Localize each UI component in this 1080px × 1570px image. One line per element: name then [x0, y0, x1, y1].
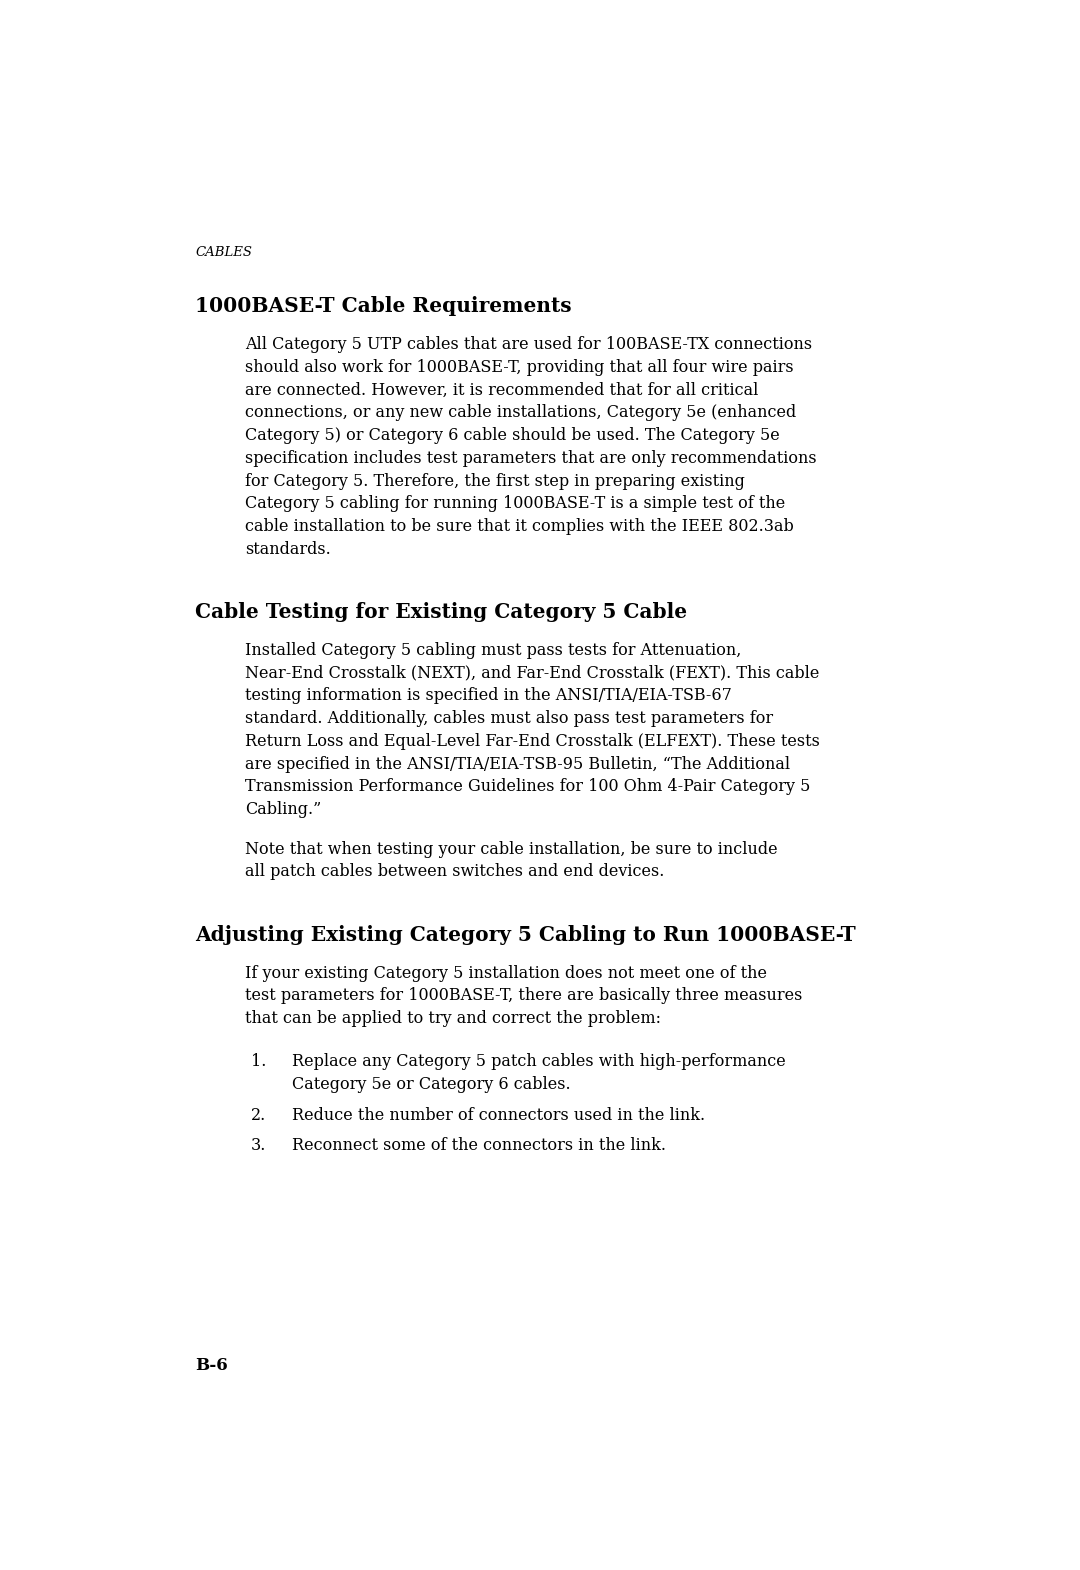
Text: If your existing Category 5 installation does not meet one of the: If your existing Category 5 installation… [245, 964, 767, 981]
Text: B-6: B-6 [195, 1356, 228, 1374]
Text: 1000BASE-T Cable Requirements: 1000BASE-T Cable Requirements [195, 297, 572, 316]
Text: Installed Category 5 cabling must pass tests for Attenuation,: Installed Category 5 cabling must pass t… [245, 642, 742, 659]
Text: standard. Additionally, cables must also pass test parameters for: standard. Additionally, cables must also… [245, 710, 773, 727]
Text: Cable Testing for Existing Category 5 Cable: Cable Testing for Existing Category 5 Ca… [195, 601, 688, 622]
Text: Reconnect some of the connectors in the link.: Reconnect some of the connectors in the … [292, 1137, 665, 1154]
Text: Category 5e or Category 6 cables.: Category 5e or Category 6 cables. [292, 1075, 570, 1093]
Text: Transmission Performance Guidelines for 100 Ohm 4-Pair Category 5: Transmission Performance Guidelines for … [245, 779, 810, 796]
Text: testing information is specified in the ANSI/TIA/EIA-TSB-67: testing information is specified in the … [245, 688, 732, 705]
Text: are specified in the ANSI/TIA/EIA-TSB-95 Bulletin, “The Additional: are specified in the ANSI/TIA/EIA-TSB-95… [245, 755, 791, 772]
Text: should also work for 1000BASE-T, providing that all four wire pairs: should also work for 1000BASE-T, providi… [245, 360, 794, 375]
Text: Replace any Category 5 patch cables with high-performance: Replace any Category 5 patch cables with… [292, 1053, 785, 1071]
Text: for Category 5. Therefore, the first step in preparing existing: for Category 5. Therefore, the first ste… [245, 473, 745, 490]
Text: standards.: standards. [245, 540, 330, 557]
Text: Return Loss and Equal-Level Far-End Crosstalk (ELFEXT). These tests: Return Loss and Equal-Level Far-End Cros… [245, 733, 820, 750]
Text: Note that when testing your cable installation, be sure to include: Note that when testing your cable instal… [245, 840, 778, 857]
Text: 3.: 3. [252, 1137, 267, 1154]
Text: specification includes test parameters that are only recommendations: specification includes test parameters t… [245, 451, 816, 466]
Text: test parameters for 1000BASE-T, there are basically three measures: test parameters for 1000BASE-T, there ar… [245, 988, 802, 1005]
Text: that can be applied to try and correct the problem:: that can be applied to try and correct t… [245, 1010, 661, 1027]
Text: cable installation to be sure that it complies with the IEEE 802.3ab: cable installation to be sure that it co… [245, 518, 794, 535]
Text: CABLES: CABLES [195, 246, 253, 259]
Text: Near-End Crosstalk (NEXT), and Far-End Crosstalk (FEXT). This cable: Near-End Crosstalk (NEXT), and Far-End C… [245, 664, 820, 681]
Text: connections, or any new cable installations, Category 5e (enhanced: connections, or any new cable installati… [245, 405, 796, 421]
Text: Reduce the number of connectors used in the link.: Reduce the number of connectors used in … [292, 1107, 704, 1124]
Text: 2.: 2. [252, 1107, 267, 1124]
Text: Category 5) or Category 6 cable should be used. The Category 5e: Category 5) or Category 6 cable should b… [245, 427, 780, 444]
Text: are connected. However, it is recommended that for all critical: are connected. However, it is recommende… [245, 382, 758, 399]
Text: All Category 5 UTP cables that are used for 100BASE-TX connections: All Category 5 UTP cables that are used … [245, 336, 812, 353]
Text: Adjusting Existing Category 5 Cabling to Run 1000BASE-T: Adjusting Existing Category 5 Cabling to… [195, 925, 856, 945]
Text: Category 5 cabling for running 1000BASE-T is a simple test of the: Category 5 cabling for running 1000BASE-… [245, 495, 785, 512]
Text: Cabling.”: Cabling.” [245, 801, 322, 818]
Text: 1.: 1. [252, 1053, 267, 1071]
Text: all patch cables between switches and end devices.: all patch cables between switches and en… [245, 864, 664, 881]
